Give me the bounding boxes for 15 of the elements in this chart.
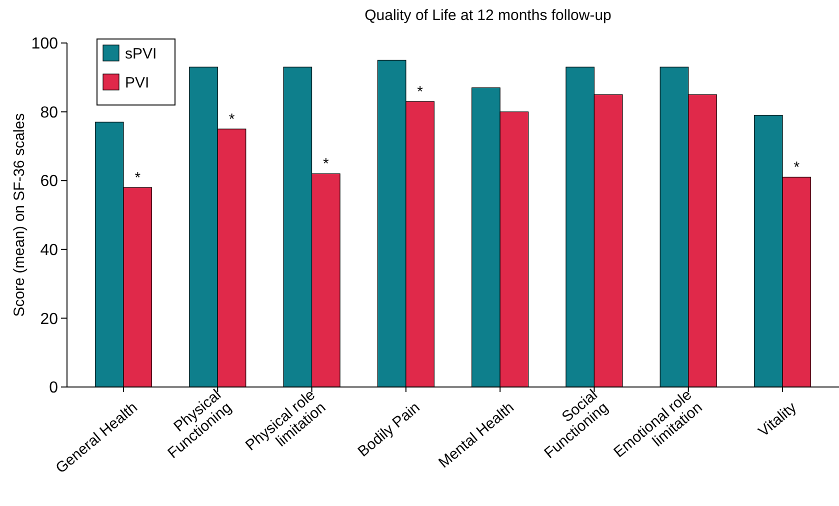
legend-label: sPVI [125, 45, 157, 62]
annotation: * [417, 83, 424, 100]
annotation: * [794, 159, 800, 176]
y-tick-label: 100 [31, 36, 58, 53]
annotation: * [228, 111, 235, 128]
y-tick-label: 0 [49, 380, 58, 397]
y-tick-label: 20 [40, 310, 58, 328]
annotation: * [134, 169, 141, 186]
y-tick-label: 80 [40, 104, 58, 122]
y-tick-label: 40 [40, 242, 58, 259]
y-axis-title: Score (mean) on SF-36 scales [11, 113, 28, 317]
y-tick-label: 60 [40, 173, 58, 190]
legend-label: PVI [125, 74, 150, 92]
chart-title: Quality of Life at 12 months follow-up [364, 7, 612, 24]
annotation: * [322, 156, 329, 173]
